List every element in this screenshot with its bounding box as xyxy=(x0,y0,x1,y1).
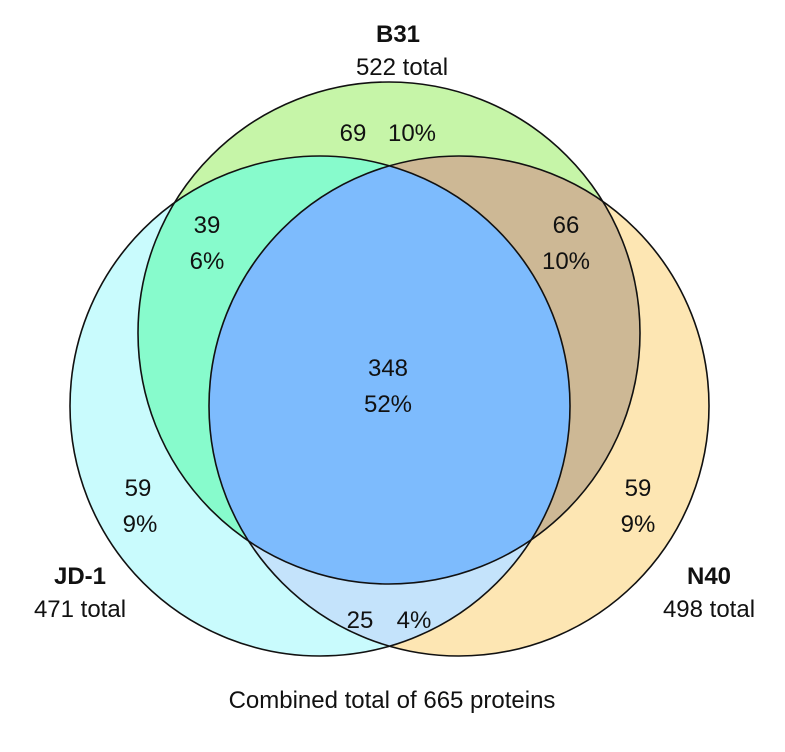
region-jd1-n40-percent: 4% xyxy=(397,607,432,634)
region-all-percent: 52% xyxy=(364,391,412,418)
region-b31-jd1-percent: 6% xyxy=(190,248,225,275)
overlap-fill-all xyxy=(209,156,570,584)
region-jd1-only-percent: 9% xyxy=(123,511,158,538)
set-total-n40: 498 total xyxy=(663,596,755,623)
region-b31-n40-percent: 10% xyxy=(542,248,590,275)
region-jd1-n40-count: 25 xyxy=(347,607,374,634)
region-n40-only-count: 59 xyxy=(625,475,652,502)
region-all-count: 348 xyxy=(368,355,408,382)
region-b31-n40-count: 66 xyxy=(553,212,580,239)
circle-outline-jd1 xyxy=(69,155,571,657)
circle-outline-b31 xyxy=(137,81,641,585)
region-b31-only-count: 69 xyxy=(340,120,367,147)
region-jd1-only-count: 59 xyxy=(125,475,152,502)
set-name-jd1: JD-1 xyxy=(54,563,106,590)
set-total-jd1: 471 total xyxy=(34,596,126,623)
set-name-n40: N40 xyxy=(687,563,731,590)
footer-caption: Combined total of 665 proteins xyxy=(229,687,556,714)
region-b31-only-percent: 10% xyxy=(388,120,436,147)
region-b31-jd1-count: 39 xyxy=(194,212,221,239)
set-name-b31: B31 xyxy=(376,21,420,48)
circle-outline-n40 xyxy=(208,155,710,657)
set-total-b31: 522 total xyxy=(356,54,448,81)
region-n40-only-percent: 9% xyxy=(621,511,656,538)
